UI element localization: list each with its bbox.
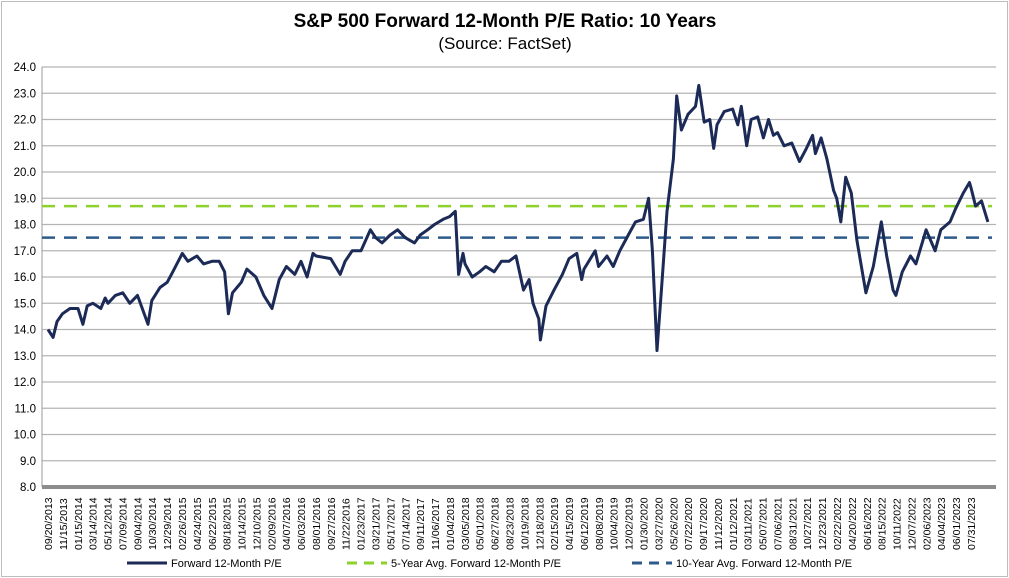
x-tick-label: 12/29/2014 [162,497,174,550]
x-tick-label: 02/09/2016 [266,497,278,550]
x-tick-label: 08/31/2021 [787,497,799,550]
x-tick-label: 01/23/2017 [356,497,368,550]
y-tick-label: 11.0 [14,403,36,415]
x-tick-label: 07/22/2020 [683,497,695,550]
x-tick-label: 03/11/2021 [743,498,755,550]
x-tick-label: 10/14/2015 [237,497,249,550]
x-tick-label: 06/12/2019 [579,497,591,550]
y-tick-label: 17.0 [14,246,36,258]
x-tick-label: 12/18/2018 [534,497,546,550]
y-tick-label: 18.0 [14,220,36,232]
x-tick-label: 01/04/2018 [445,497,457,550]
x-tick-label: 07/31/2023 [966,497,978,550]
x-tick-label: 06/01/2023 [951,497,963,550]
x-tick-label: 02/15/2019 [549,497,561,550]
x-tick-label: 09/27/2016 [326,497,338,550]
x-tick-label: 06/22/2015 [207,497,219,550]
x-tick-label: 11/06/2017 [430,498,442,550]
gridlines [41,66,996,489]
average-lines [42,204,992,239]
x-tick-label: 12/07/2022 [906,497,918,550]
x-tick-label: 11/12/2020 [713,498,725,550]
x-tick-label: 08/18/2015 [222,497,234,550]
x-tick-label: 11/22/2016 [341,498,353,550]
x-tick-label: 04/07/2016 [281,497,293,550]
x-tick-label: 10/11/2022 [892,498,904,550]
x-tick-label: 12/02/2019 [624,497,636,550]
x-tick-label: 03/14/2014 [88,497,100,550]
x-tick-label: 08/15/2022 [877,497,889,550]
legend-label: 10-Year Avg. Forward 12-Month P/E [676,558,852,570]
y-tick-label: 16.0 [14,272,36,284]
y-tick-label: 21.0 [14,141,36,153]
x-tick-label: 05/01/2018 [475,497,487,550]
x-tick-label: 04/04/2023 [936,497,948,550]
x-tick-label: 01/30/2020 [638,497,650,550]
x-tick-label: 10/04/2019 [609,497,621,550]
x-tick-label: 10/30/2014 [147,497,159,550]
y-tick-label: 12.0 [14,377,36,389]
x-tick-label: 08/23/2018 [505,497,517,550]
x-tick-label: 10/27/2021 [802,497,814,550]
legend-label: Forward 12-Month P/E [171,558,282,570]
x-tick-label: 09/20/2013 [43,497,55,550]
x-tick-label: 04/24/2015 [192,497,204,550]
y-tick-label: 22.0 [14,115,36,127]
forward-pe-line [46,83,990,352]
x-tick-label: 03/05/2018 [460,497,472,550]
series-lines [46,83,990,352]
x-tick-label: 07/14/2017 [400,497,412,550]
legend-label: 5-Year Avg. Forward 12-Month P/E [391,558,561,570]
x-tick-label: 09/04/2014 [132,497,144,550]
x-tick-label: 12/23/2021 [817,497,829,550]
x-tick-label: 10/19/2018 [519,497,531,550]
x-tick-label: 06/27/2018 [490,497,502,550]
x-tick-label: 07/06/2021 [772,497,784,550]
x-tick-label: 07/09/2014 [117,497,129,550]
x-tick-label: 03/21/2017 [371,497,383,550]
x-tick-label: 03/27/2020 [653,497,665,550]
y-tick-label: 15.0 [14,298,36,310]
x-tick-label: 05/26/2020 [668,497,680,550]
y-tick-label: 9.0 [20,456,36,468]
y-tick-label: 14.0 [14,325,36,337]
x-tick-label: 02/26/2015 [177,497,189,550]
x-tick-label: 04/15/2019 [564,497,576,550]
y-axis-ticks: 24.0 23.0 22.0 21.0 20.0 19.0 18.0 17.0 16.0 15.0… [14,62,36,494]
y-tick-label: 10.0 [14,430,36,442]
x-tick-label: 11/15/2013 [58,498,70,550]
x-tick-label: 05/12/2014 [103,497,115,550]
y-tick-label: 20.0 [14,167,36,179]
y-tick-label: 23.0 [14,88,36,100]
y-tick-label: 13.0 [14,351,36,363]
x-tick-label: 01/12/2021 [728,497,740,550]
y-tick-label: 24.0 [14,62,36,74]
x-tick-label: 08/08/2019 [594,497,606,550]
x-tick-label: 06/03/2016 [296,497,308,550]
x-axis-ticks: 09/20/2013 11/15/2013 01/15/2014 03/14/2014… [43,497,978,550]
x-tick-label: 08/01/2016 [311,497,323,550]
x-tick-label: 02/06/2023 [921,497,933,550]
chart-title: S&P 500 Forward 12-Month P/E Ratio: 10 Y… [294,11,717,32]
x-tick-label: 04/20/2022 [847,497,859,550]
y-tick-label: 19.0 [14,193,36,205]
x-tick-label: 09/11/2017 [415,498,427,550]
chart-subtitle: (Source: FactSet) [438,34,571,53]
x-tick-label: 12/10/2015 [251,497,263,550]
x-tick-label: 06/16/2022 [862,497,874,550]
x-tick-label: 05/17/2017 [385,497,397,550]
x-tick-label: 09/17/2020 [698,497,710,550]
legend: Forward 12-Month P/E 5-Year Avg. Forward … [127,558,852,570]
x-tick-label: 05/07/2021 [758,497,770,550]
x-tick-label: 02/22/2022 [832,497,844,550]
y-tick-label: 8.0 [20,482,36,494]
x-tick-label: 01/15/2014 [73,497,85,550]
